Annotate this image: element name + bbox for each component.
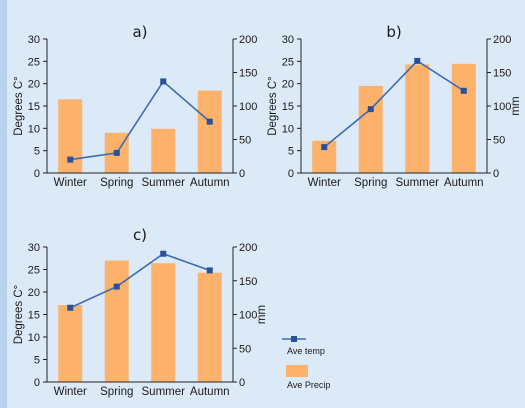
right-tick-label: 100 xyxy=(239,310,257,322)
left-tick-label: 15 xyxy=(28,310,40,322)
temp-marker-summer xyxy=(160,78,167,85)
right-tick-label: 100 xyxy=(493,101,511,113)
left-tick-label: 20 xyxy=(282,79,294,91)
left-tick-label: 0 xyxy=(34,377,40,389)
category-label: Winter xyxy=(308,177,341,189)
panel-title: a) xyxy=(132,23,147,41)
temp-marker-autumn xyxy=(460,87,467,94)
temp-marker-spring xyxy=(367,106,374,113)
precip-bar-spring xyxy=(358,85,383,173)
left-tick-label: 30 xyxy=(28,242,40,254)
category-label: Summer xyxy=(142,177,186,189)
right-tick-label: 0 xyxy=(493,168,499,180)
legend-temp-label: Ave temp xyxy=(287,346,325,356)
category-label: Autumn xyxy=(190,386,230,398)
left-tick-label: 20 xyxy=(28,79,40,91)
precip-bar-summer xyxy=(151,263,176,382)
left-tick-label: 5 xyxy=(34,146,40,158)
left-tick-label: 25 xyxy=(282,56,294,68)
legend: Ave temp Ave Precip xyxy=(282,336,330,390)
right-tick-label: 0 xyxy=(239,168,245,180)
right-tick-label: 150 xyxy=(239,276,257,288)
category-label: Spring xyxy=(354,177,387,189)
temp-line xyxy=(69,252,211,309)
temp-marker-autumn xyxy=(206,118,213,125)
chart-panel-3: 0 5 10 15 20 25 30 0 50 100 150 200 Winter Spring Summ… xyxy=(13,226,268,398)
temp-marker-spring xyxy=(113,283,120,290)
left-tick-label: 20 xyxy=(28,287,40,299)
category-label: Winter xyxy=(54,177,87,189)
left-axis-title: Degrees C° xyxy=(13,285,25,345)
right-tick-label: 50 xyxy=(493,135,505,147)
right-tick-label: 150 xyxy=(239,68,257,80)
left-tick-label: 5 xyxy=(34,355,40,367)
right-tick-label: 0 xyxy=(239,377,245,389)
panel-title: c) xyxy=(133,226,147,244)
temp-marker-summer xyxy=(414,57,421,64)
category-label: Spring xyxy=(100,386,133,398)
right-tick-label: 200 xyxy=(493,34,511,46)
temp-marker-winter xyxy=(321,144,328,151)
left-tick-label: 25 xyxy=(28,56,40,68)
left-tick-label: 10 xyxy=(28,123,40,135)
precip-bar-autumn xyxy=(197,90,222,173)
right-tick-label: 50 xyxy=(239,343,251,355)
left-tick-label: 0 xyxy=(34,168,40,180)
right-tick-label: 50 xyxy=(239,135,251,147)
category-label: Summer xyxy=(396,177,440,189)
left-tick-label: 15 xyxy=(28,101,40,113)
left-tick-label: 25 xyxy=(28,265,40,277)
category-label: Autumn xyxy=(444,177,484,189)
temp-marker-winter xyxy=(67,304,74,311)
left-border-strip xyxy=(0,0,7,408)
precip-bar-winter xyxy=(58,305,83,382)
category-label: Autumn xyxy=(190,177,230,189)
left-tick-label: 30 xyxy=(282,34,294,46)
precip-bar-summer xyxy=(405,64,430,173)
right-axis-title: mm xyxy=(510,96,522,115)
chart-panel-1: 0 5 10 15 20 25 30 0 50 100 150 200 Winter Spring Summ… xyxy=(13,23,257,189)
precip-bar-autumn xyxy=(197,272,222,382)
precip-bar-summer xyxy=(151,128,176,173)
right-tick-label: 200 xyxy=(239,242,257,254)
category-label: Spring xyxy=(100,177,133,189)
category-label: Summer xyxy=(142,386,186,398)
left-tick-label: 0 xyxy=(288,168,294,180)
precip-bar-spring xyxy=(104,260,129,382)
legend-temp-marker xyxy=(291,336,297,342)
precip-bar-autumn xyxy=(451,63,476,173)
right-tick-label: 100 xyxy=(239,101,257,113)
left-tick-label: 10 xyxy=(282,123,294,135)
left-tick-label: 5 xyxy=(288,146,294,158)
right-tick-label: 150 xyxy=(493,68,511,80)
temp-marker-winter xyxy=(67,156,74,163)
panel-title: b) xyxy=(386,23,401,41)
left-tick-label: 10 xyxy=(28,332,40,344)
category-label: Winter xyxy=(54,386,87,398)
left-axis-title: Degrees C° xyxy=(13,76,25,136)
temp-marker-summer xyxy=(160,250,167,257)
legend-precip-swatch xyxy=(286,365,308,377)
temp-marker-autumn xyxy=(206,267,213,274)
left-axis-title: Degrees C° xyxy=(267,76,279,136)
right-tick-label: 200 xyxy=(239,34,257,46)
legend-precip-label: Ave Precip xyxy=(287,380,330,390)
temp-marker-spring xyxy=(113,149,120,156)
temp-line xyxy=(323,59,465,148)
left-tick-label: 15 xyxy=(282,101,294,113)
temp-line xyxy=(70,80,211,161)
left-tick-label: 30 xyxy=(28,34,40,46)
right-axis-title: mm xyxy=(256,305,268,324)
chart-panel-2: 0 5 10 15 20 25 30 0 50 100 150 200 Winter Spring Summ… xyxy=(267,23,522,189)
